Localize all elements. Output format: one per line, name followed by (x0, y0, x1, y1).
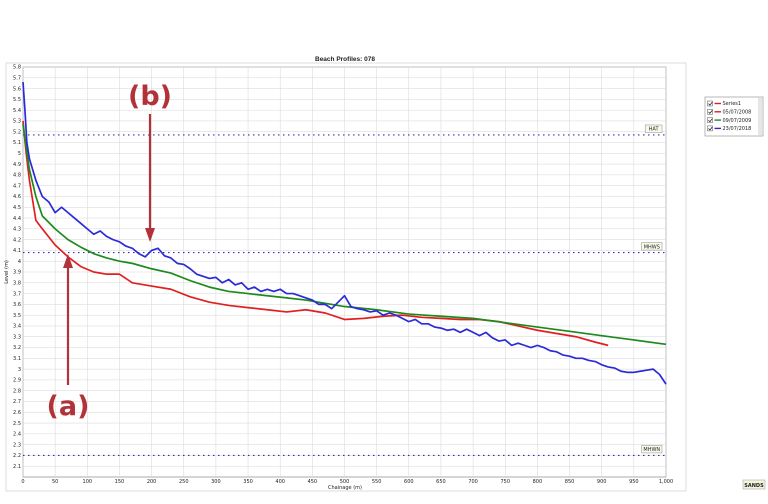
x-tick-label: 950 (629, 479, 639, 485)
y-tick-label: 2.9 (13, 378, 21, 384)
annotation-a-label: (a) (47, 391, 90, 422)
y-tick-label: 3.2 (13, 345, 21, 351)
y-tick-label: 4.9 (13, 162, 21, 168)
legend-label: 23/07/2018 (723, 126, 752, 132)
annotation-b-arrow-head (145, 228, 155, 242)
y-tick-label: 3.8 (13, 280, 21, 286)
x-tick-label: 500 (340, 479, 350, 485)
y-tick-label: 4 (18, 259, 21, 265)
x-tick-label: 750 (500, 479, 510, 485)
y-tick-label: 2.4 (13, 432, 21, 438)
y-tick-label: 4.3 (13, 227, 21, 233)
y-axis-label: Level (m) (4, 260, 10, 284)
legend-scrollbar[interactable] (758, 98, 762, 135)
y-tick-label: 5.5 (13, 97, 21, 103)
reference-label-mhwn: MHWN (643, 447, 660, 453)
plot-area: HAT MHWS MHWN 0 50 100 150 200 250 300 350 400 450 5… (13, 65, 673, 485)
legend-label: Series1 (723, 101, 742, 107)
x-tick-label: 0 (21, 479, 24, 485)
y-tick-label: 5.4 (13, 108, 21, 114)
x-tick-label: 1,000 (659, 479, 673, 485)
y-tick-label: 3.9 (13, 270, 21, 276)
y-tick-label: 5.7 (13, 75, 21, 81)
y-tick-label: 4.5 (13, 205, 21, 211)
annotation-b-label: (b) (128, 81, 172, 112)
legend-checkbox[interactable] (707, 117, 713, 123)
y-tick-label: 5.1 (13, 140, 21, 146)
y-tick-label: 5.3 (13, 119, 21, 125)
y-tick-label: 3.1 (13, 356, 21, 362)
sands-logo: SANDS (742, 479, 766, 490)
y-tick-label: 2.2 (13, 453, 21, 459)
y-tick-label: 4.2 (13, 237, 21, 243)
legend-label: 09/07/2009 (723, 118, 752, 124)
legend-checkbox[interactable] (707, 100, 713, 107)
x-tick-labels: 0 50 100 150 200 250 300 350 400 450 500 550 600 650 7… (21, 479, 673, 485)
x-tick-label: 250 (179, 479, 189, 485)
y-tick-label: 3.4 (13, 324, 21, 330)
svg-text:SANDS: SANDS (744, 483, 764, 489)
y-tick-label: 3.7 (13, 291, 21, 297)
x-tick-label: 350 (243, 479, 253, 485)
y-tick-label: 3.3 (13, 334, 21, 340)
x-tick-label: 150 (115, 479, 125, 485)
legend-check-icon (708, 110, 713, 114)
x-axis-label: Chainage (m) (328, 485, 362, 491)
y-tick-label: 2.5 (13, 421, 21, 427)
legend-check-icon (708, 101, 713, 106)
y-tick-labels: 2.1 2.2 2.3 2.4 2.5 2.6 2.7 2.8 2.9 3 3.1 3.2 3.3 3.4… (13, 65, 21, 470)
x-tick-label: 100 (83, 479, 93, 485)
y-tick-label: 3.6 (13, 302, 21, 308)
x-tick-label: 50 (52, 479, 58, 485)
y-tick-label: 4.6 (13, 194, 21, 200)
x-tick-label: 300 (211, 479, 221, 485)
x-tick-label: 550 (372, 479, 382, 485)
y-tick-label: 4.4 (13, 216, 21, 222)
y-tick-label: 4.7 (13, 183, 21, 189)
reference-label-hat: HAT (649, 127, 660, 133)
reference-label-mhws: MHWS (644, 244, 660, 250)
y-tick-label: 3.5 (13, 313, 21, 319)
x-tick-label: 850 (565, 479, 575, 485)
y-tick-label: 2.3 (13, 442, 21, 448)
legend-checkbox[interactable] (707, 109, 713, 115)
y-tick-label: 3 (18, 367, 21, 373)
y-tick-label: 4.8 (13, 173, 21, 179)
x-tick-label: 800 (533, 479, 543, 485)
y-tick-label: 5 (18, 151, 21, 157)
x-tick-label: 400 (275, 479, 285, 485)
x-tick-label: 200 (147, 479, 157, 485)
y-tick-label: 4.1 (13, 248, 21, 254)
y-tick-label: 2.7 (13, 399, 21, 405)
x-tick-label: 900 (597, 479, 607, 485)
x-tick-label: 600 (404, 479, 414, 485)
reference-label-box (641, 445, 663, 454)
x-tick-label: 700 (468, 479, 478, 485)
y-tick-label: 5.6 (13, 86, 21, 92)
y-tick-label: 2.1 (13, 464, 21, 470)
reference-lines: HAT MHWS MHWN (23, 124, 666, 456)
legend-check-icon (708, 126, 713, 131)
reference-label-box (641, 242, 663, 251)
chart-title: Beach Profiles: 078 (315, 56, 375, 63)
series-line-2 (22, 124, 667, 346)
x-tick-label: 650 (436, 479, 446, 485)
series-line-3 (22, 82, 667, 385)
grid-lines (22, 66, 667, 477)
reference-label-box (644, 124, 663, 133)
legend-checkbox[interactable] (707, 125, 713, 132)
legend-check-icon (708, 118, 713, 123)
annotations: (a) (b) (47, 81, 172, 422)
y-tick-label: 5.2 (13, 129, 21, 135)
annotation-a-arrow-head (63, 254, 73, 268)
legend-label: 05/07/2008 (723, 110, 752, 116)
y-tick-label: 2.8 (13, 388, 21, 394)
x-tick-label: 450 (308, 479, 318, 485)
legend: Series1 05/07/2008 09/07/2009 23/07/2018 (704, 96, 764, 137)
y-tick-label: 2.6 (13, 410, 21, 416)
y-tick-label: 5.8 (13, 65, 21, 71)
